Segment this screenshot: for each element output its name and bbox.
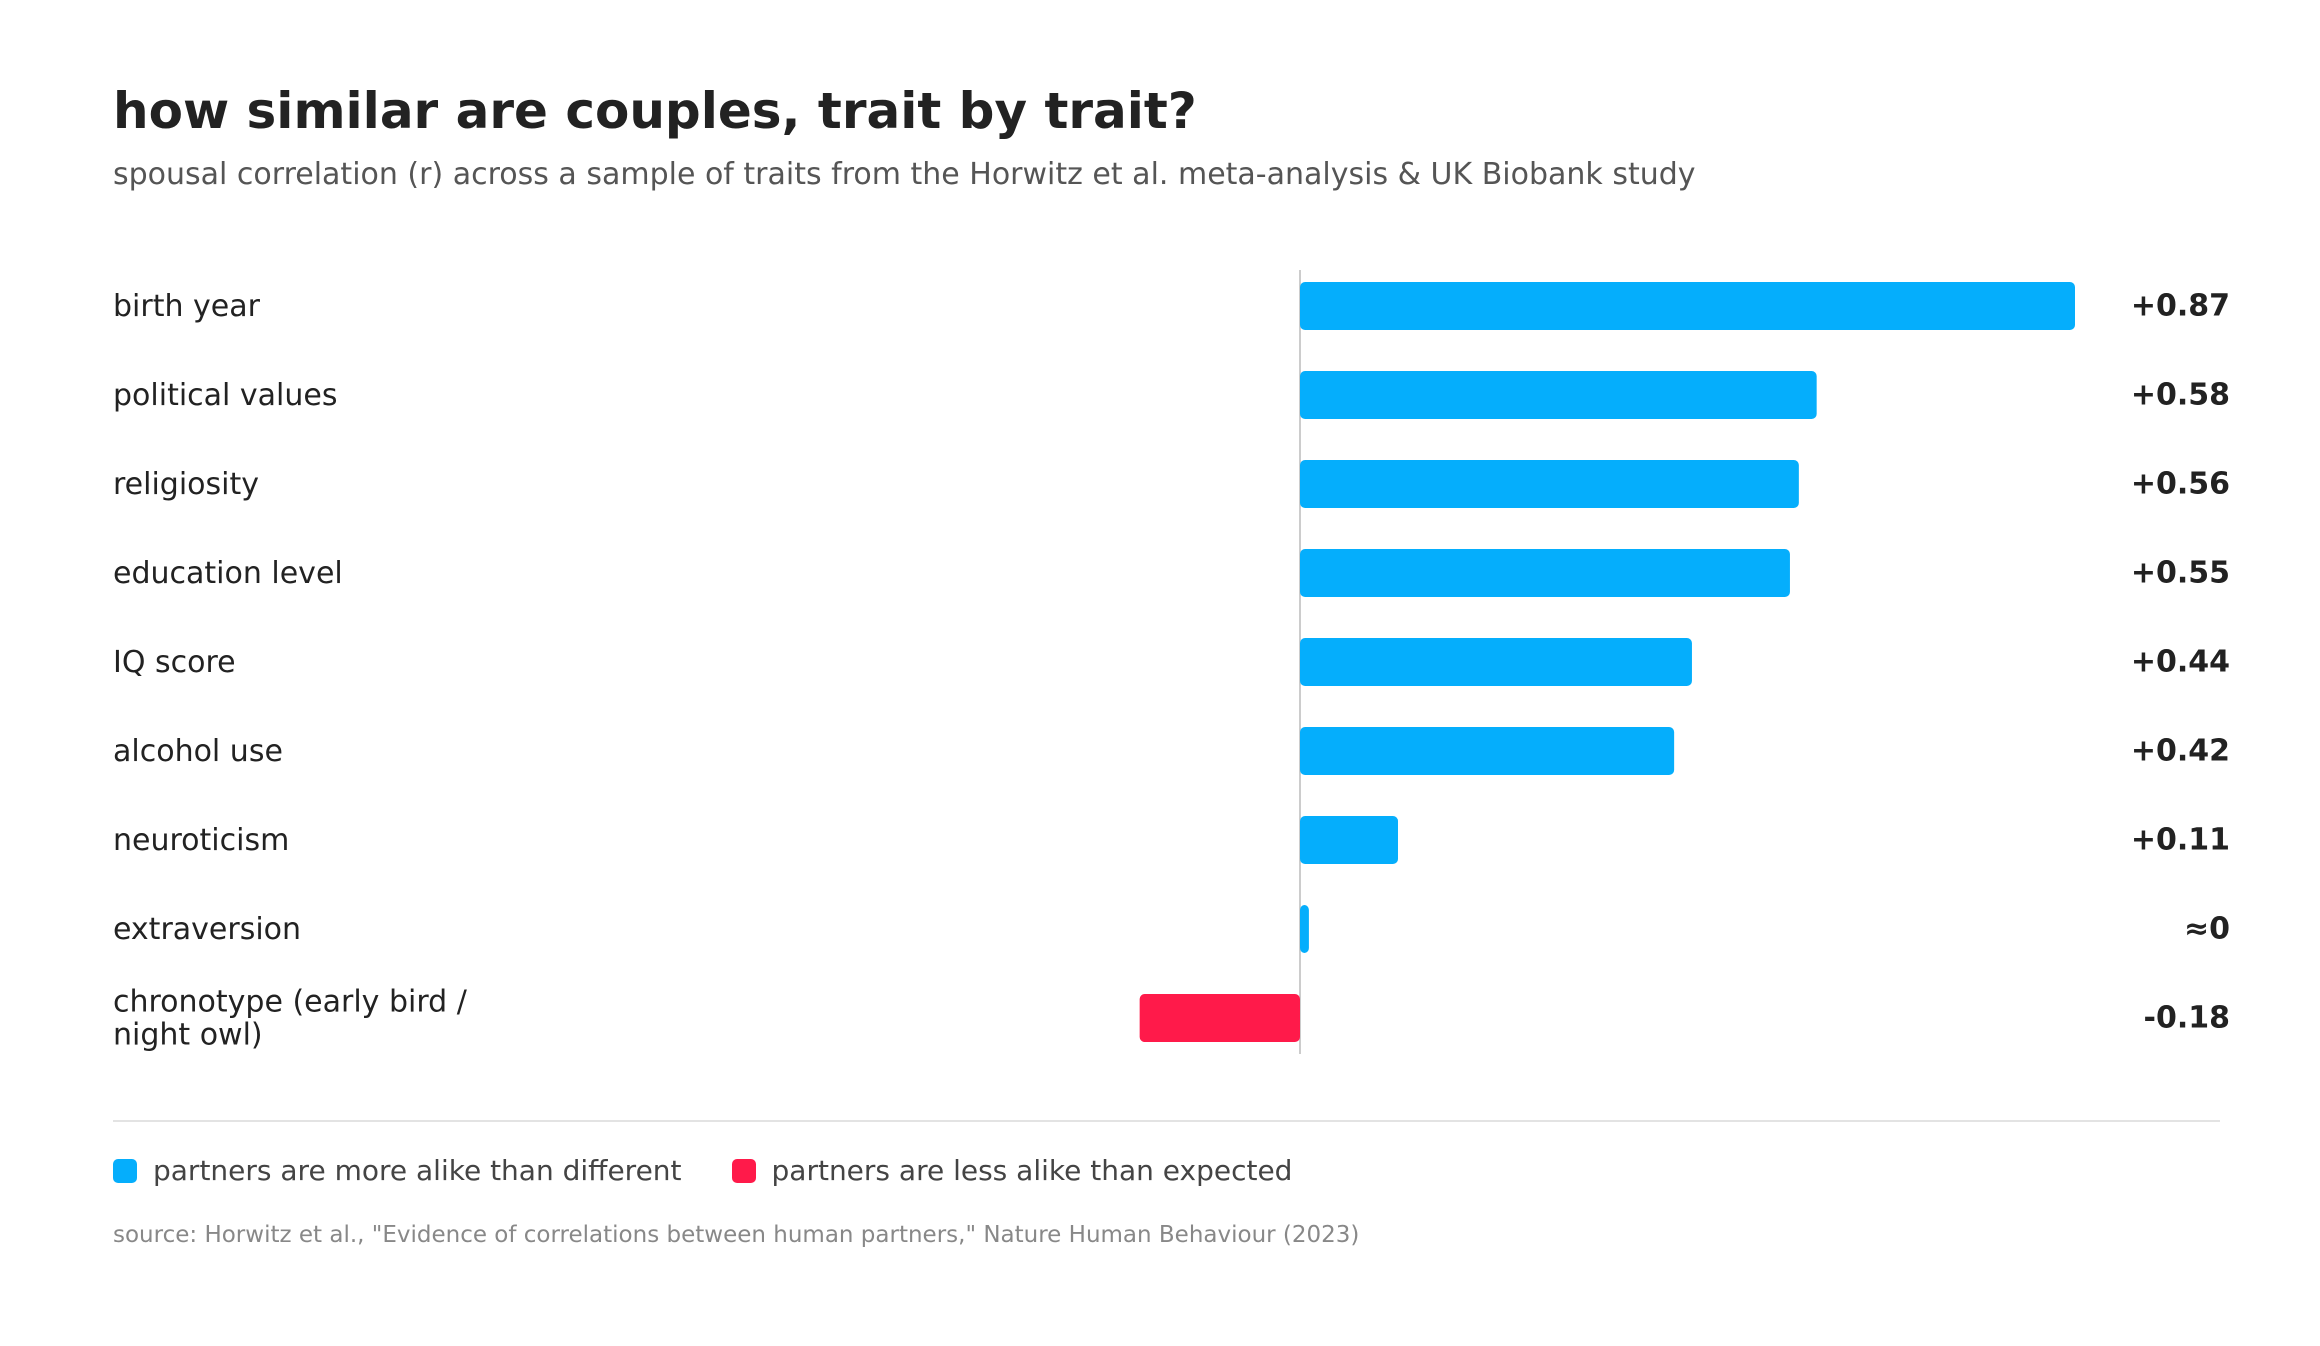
category-label: education level [113,556,343,591]
bar [1300,549,1790,597]
value-label: +0.11 [2131,823,2230,858]
bar [1300,282,2075,330]
category-label: religiosity [113,467,259,502]
legend-swatch-negative [731,1158,756,1183]
bar [1300,905,1309,953]
value-label: +0.56 [2131,467,2230,502]
bar [1300,638,1692,686]
value-label: +0.42 [2131,734,2230,769]
category-label: extraversion [113,912,301,947]
legend-label-positive: partners are more alike than different [153,1154,682,1187]
category-label: political values [113,378,338,413]
category-label: IQ score [113,645,236,680]
bar-chart: birth year +0.87 political values +0.58 reli… [113,270,2230,1054]
value-label: +0.58 [2131,378,2230,413]
value-label: +0.87 [2131,289,2230,324]
category-label: neuroticism [113,823,289,858]
chart-title: how similar are couples, trait by trait? [113,82,1197,140]
legend: partners are more alike than different p… [113,1154,1342,1187]
legend-item-positive: partners are more alike than different [113,1154,682,1187]
legend-divider [113,1120,2220,1122]
bar [1300,460,1799,508]
value-label: -0.18 [2144,1001,2230,1036]
legend-label-negative: partners are less alike than expected [771,1154,1293,1187]
value-label: ≈0 [2184,912,2230,947]
category-label: alcohol use [113,734,283,769]
bar [1139,994,1300,1042]
source-note: source: Horwitz et al., "Evidence of cor… [113,1222,1360,1248]
bar [1300,727,1675,775]
value-label: +0.44 [2131,645,2230,680]
bar [1300,816,1398,864]
legend-swatch-positive [113,1158,137,1183]
chart-subtitle: spousal correlation (r) across a sample … [113,157,1696,192]
category-label: chronotype (early bird / night owl) [113,984,468,1052]
bar [1300,371,1817,419]
category-label: birth year [113,289,261,324]
value-label: +0.55 [2131,556,2230,591]
legend-item-negative: partners are less alike than expected [731,1154,1293,1187]
